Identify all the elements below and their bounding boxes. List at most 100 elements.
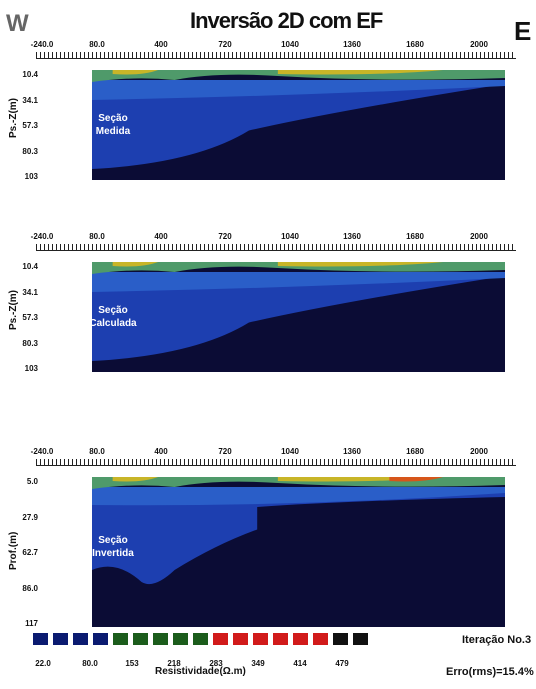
surface-highlight	[112, 70, 444, 75]
colorbar-swatch	[333, 633, 348, 645]
mid-zone	[92, 80, 505, 100]
x-tick-label: 720	[218, 232, 232, 241]
x-tick-label: -240.0	[30, 447, 54, 456]
panel-label-line: Seção	[98, 304, 128, 316]
y-tick-label: 62.7	[22, 548, 38, 557]
east-label: E	[514, 16, 532, 46]
x-tick-label: -240.0	[30, 232, 54, 241]
y-tick-label: 103	[24, 364, 38, 373]
section-plot-2	[92, 262, 505, 372]
panel-label: Seção Medida	[84, 112, 142, 138]
colorbar-swatch	[33, 633, 48, 645]
x-tick-label: 80.0	[89, 40, 105, 49]
x-tick-label: 80.0	[89, 447, 105, 456]
colorbar-swatch	[53, 633, 68, 645]
y-tick-label: 34.1	[22, 287, 38, 297]
x-axis-ruler	[36, 244, 516, 251]
colorbar-swatch	[253, 633, 268, 645]
colorbar-label: Resistividade(Ω.m)	[155, 666, 246, 677]
x-tick-label: 1680	[406, 40, 424, 49]
y-axis-label: Ps.-Z(m)	[8, 98, 19, 139]
x-tick-label: 720	[218, 447, 232, 456]
colorbar-ticks: 22.0 80.0 153 218 283 349 414 479	[0, 659, 536, 671]
colorbar-tick-label: 479	[335, 659, 349, 668]
colorbar-swatch	[213, 633, 228, 645]
x-tick-label: 1360	[343, 232, 361, 241]
colorbar-swatch	[133, 633, 148, 645]
low-resistivity-zone	[92, 487, 505, 585]
x-tick-label: 1040	[281, 40, 299, 49]
x-tick-label: 1360	[343, 447, 361, 456]
x-tick-label: 400	[154, 40, 168, 49]
y-tick-label: 57.3	[22, 313, 38, 322]
x-tick-label: 2000	[470, 232, 488, 241]
iteration-text: Iteração No.3	[462, 634, 532, 646]
section-plot-3	[92, 477, 505, 627]
x-tick-label: 80.0	[89, 232, 105, 241]
y-tick-label: 80.3	[22, 338, 38, 348]
colorbar-swatch	[73, 633, 88, 645]
colorbar-swatch	[293, 633, 308, 645]
low-resistivity-zone	[92, 272, 505, 361]
y-tick-label: 117	[25, 619, 38, 628]
colorbar-swatch	[233, 633, 248, 645]
y-tick-label: 10.4	[22, 70, 38, 79]
colorbar-tick-label: 349	[251, 659, 265, 668]
section-plot-1	[92, 70, 505, 180]
west-label: W	[6, 10, 29, 37]
mid-zone	[92, 487, 505, 506]
colorbar-tick-label: 22.0	[35, 659, 51, 668]
panel-label-line: Invertida	[92, 548, 134, 559]
colorbar-tick-label: 153	[125, 659, 139, 668]
colorbar-tick-label: 283	[209, 659, 223, 668]
x-tick-label: -240.0	[30, 40, 54, 49]
panel-label-line: Medida	[95, 125, 131, 137]
x-tick-label: 720	[218, 40, 232, 49]
x-tick-label: 1360	[343, 40, 361, 49]
panel-label-line: Calculada	[89, 317, 137, 329]
low-resistivity-zone	[92, 80, 505, 169]
colorbar-tick-label: 414	[293, 659, 307, 668]
y-axis-label: Ps.-Z(m)	[8, 290, 19, 331]
colorbar-swatch	[173, 633, 188, 645]
y-tick-label: 34.1	[22, 95, 38, 105]
mid-zone	[92, 272, 505, 292]
panel-label: Seção Invertida	[84, 534, 142, 560]
colorbar-swatch	[93, 633, 108, 645]
x-tick-label: 2000	[470, 40, 488, 49]
x-tick-label: 1040	[281, 232, 299, 241]
colorbar-swatch	[273, 633, 288, 645]
y-tick-label: 10.4	[22, 262, 38, 271]
surface-highlight	[112, 477, 444, 482]
x-tick-label: 1040	[281, 447, 299, 456]
surface-band	[92, 262, 505, 274]
panel-label: Seção Calculada	[84, 304, 142, 330]
chart-title: Inversão 2D com EF	[190, 8, 383, 33]
colorbar-swatch	[313, 633, 328, 645]
colorbar-tick-label: 80.0	[82, 659, 98, 668]
panel-label-line: Seção	[98, 535, 128, 546]
panel-label-line: Seção	[98, 112, 128, 124]
surface-band	[92, 70, 505, 82]
y-tick-label: 5.0	[26, 477, 38, 486]
x-tick-label: 1680	[406, 447, 424, 456]
error-text: Erro(rms)=15.4%	[446, 666, 534, 678]
x-tick-label: 400	[154, 232, 168, 241]
colorbar-tick-label: 218	[167, 659, 181, 668]
y-axis-label: Prof.(m)	[8, 531, 19, 570]
surface-hotspot	[389, 477, 444, 482]
surface-highlight	[112, 262, 444, 267]
colorbar-swatch	[353, 633, 368, 645]
colorbar-swatch	[153, 633, 168, 645]
x-tick-label: 400	[154, 447, 168, 456]
colorbar-swatch	[193, 633, 208, 645]
x-tick-label: 1680	[406, 232, 424, 241]
y-tick-label: 80.3	[22, 146, 38, 156]
x-axis-ruler	[36, 52, 516, 59]
y-tick-label: 57.3	[22, 121, 38, 130]
x-tick-label: 2000	[470, 447, 488, 456]
colorbar-swatch	[113, 633, 128, 645]
y-tick-label: 103	[24, 172, 38, 181]
y-tick-label: 86.0	[22, 583, 38, 593]
x-axis-ruler	[36, 459, 516, 466]
